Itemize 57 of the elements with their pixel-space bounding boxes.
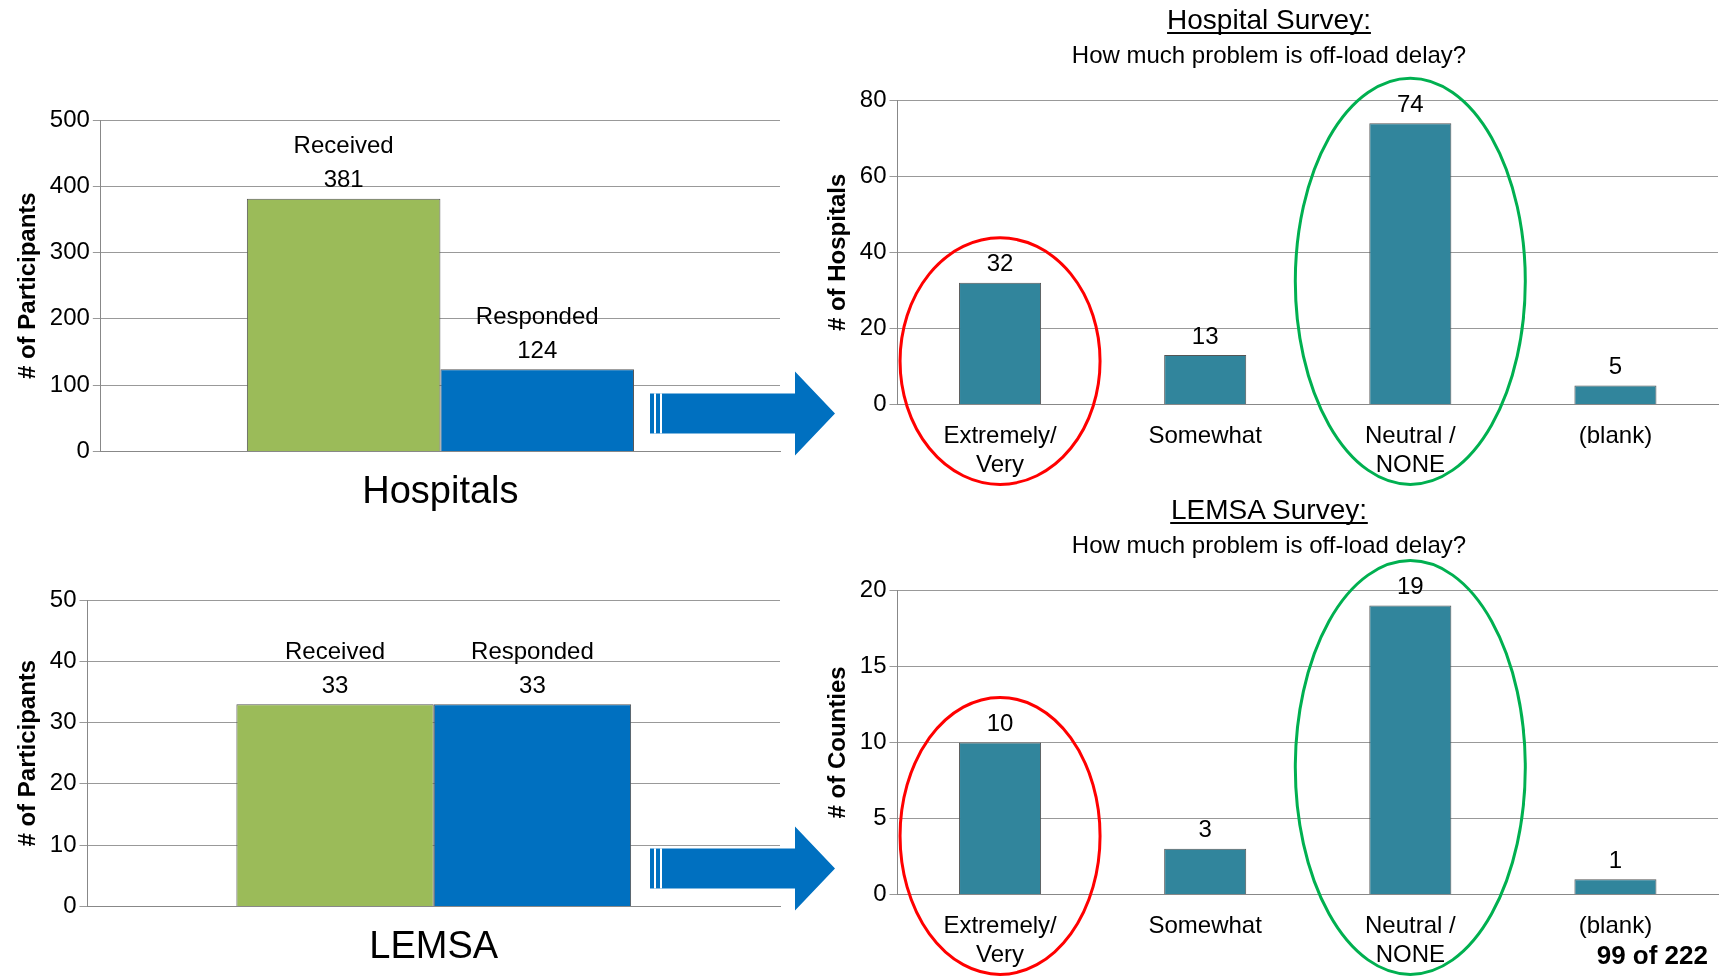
y-tick-label: 40 — [49, 645, 77, 673]
data-label: 5 — [1608, 352, 1623, 380]
y-tick-label: 20 — [859, 313, 887, 341]
x-tick-label: Extremely/ Very — [943, 911, 1058, 968]
data-label: 1 — [1608, 845, 1623, 873]
x-tick-label: Somewhat — [1148, 421, 1263, 449]
y-axis-title: # of Hospitals — [823, 173, 851, 332]
chart-title: LEMSA Survey: — [1170, 493, 1368, 525]
y-tick-label: 0 — [76, 436, 90, 464]
chart-subtitle: How much problem is off-load delay? — [1071, 530, 1467, 558]
y-axis-title: # of Counties — [823, 666, 851, 819]
x-tick-label: (blank) — [1578, 421, 1653, 449]
y-axis-title: # of Participants — [13, 192, 41, 380]
y-tick-label: 0 — [873, 389, 887, 417]
data-label: 13 — [1191, 321, 1219, 349]
data-label: 33 — [321, 670, 349, 698]
data-label: 33 — [519, 670, 546, 698]
x-tick-label: LEMSA — [369, 923, 499, 966]
data-label: 74 — [1396, 89, 1424, 117]
y-tick-label: 300 — [49, 237, 90, 265]
x-tick-label: Neutral / NONE — [1364, 421, 1456, 478]
text: 99 of 222 — [1596, 940, 1708, 971]
y-tick-label: 100 — [49, 369, 90, 397]
y-tick-label: 20 — [859, 575, 887, 603]
y-tick-label: 10 — [859, 727, 887, 755]
data-label: 124 — [517, 335, 558, 363]
series-label: Received — [285, 636, 386, 664]
y-tick-label: 20 — [49, 768, 77, 796]
chart-subtitle: How much problem is off-load delay? — [1071, 40, 1467, 68]
y-tick-label: 500 — [49, 104, 90, 132]
data-label: 19 — [1396, 572, 1424, 600]
y-tick-label: 40 — [859, 237, 887, 265]
data-label: 10 — [986, 709, 1014, 737]
data-label: 3 — [1198, 815, 1212, 843]
y-tick-label: 400 — [49, 170, 90, 198]
y-tick-label: 30 — [49, 707, 77, 735]
y-tick-label: 10 — [49, 829, 77, 857]
chart-title: Hospital Survey: — [1167, 3, 1371, 35]
x-tick-label: Somewhat — [1148, 911, 1263, 939]
y-tick-label: 5 — [873, 803, 887, 831]
x-tick-label: (blank) — [1578, 911, 1653, 939]
y-tick-label: 0 — [63, 891, 77, 919]
y-axis-title: # of Participants — [13, 659, 41, 847]
y-tick-label: 80 — [859, 85, 887, 113]
x-tick-label: Neutral / NONE — [1364, 911, 1456, 968]
series-label: Responded — [475, 301, 599, 329]
y-tick-label: 50 — [49, 584, 77, 612]
series-label: Responded — [471, 636, 594, 664]
series-label: Received — [293, 131, 394, 159]
data-label: 32 — [986, 249, 1014, 277]
y-tick-label: 200 — [49, 303, 90, 331]
y-tick-label: 0 — [873, 879, 887, 907]
y-tick-label: 15 — [859, 651, 887, 679]
x-tick-label: Hospitals — [362, 468, 519, 511]
x-tick-label: Extremely/ Very — [943, 421, 1058, 478]
data-label: 381 — [323, 165, 364, 193]
y-tick-label: 60 — [859, 161, 887, 189]
